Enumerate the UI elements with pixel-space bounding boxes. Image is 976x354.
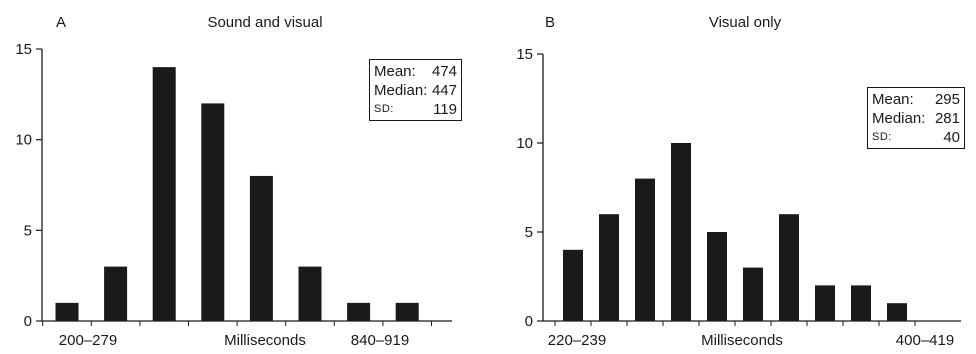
panel-b-xlabel: Milliseconds [701, 332, 783, 349]
bar [851, 285, 871, 321]
median-value: 447 [431, 82, 457, 99]
bar [707, 232, 727, 321]
bar [347, 302, 371, 321]
panel-a-letter: A [56, 14, 66, 31]
panel-a-plot: 0 5 10 15 [15, 41, 452, 330]
bar [55, 302, 79, 321]
bar [815, 285, 835, 321]
bar [249, 175, 273, 321]
panel-b-stats-box: Mean: 295 Median: 281 SD: 40 [867, 87, 965, 149]
panel-b-median-row: Median: 281 [872, 109, 960, 128]
bar [671, 143, 691, 321]
panel-b-mean-row: Mean: 295 [872, 90, 960, 109]
panel-a-xlabel: Milliseconds [224, 332, 306, 349]
median-value: 281 [934, 110, 960, 127]
bar [779, 214, 799, 321]
bar [395, 302, 419, 321]
sd-label: SD: [872, 131, 892, 143]
bar [298, 266, 322, 321]
y-tick-label: 10 [516, 135, 533, 152]
y-tick-label: 10 [15, 132, 32, 149]
panel-a-mean-row: Mean: 474 [374, 62, 457, 81]
bar [887, 303, 907, 321]
panel-a-stats-box: Mean: 474 Median: 447 SD: 119 [369, 59, 462, 121]
bar [152, 67, 176, 321]
panel-b-title: Visual only [709, 14, 782, 31]
mean-label: Mean: [374, 63, 416, 80]
bar [104, 266, 128, 321]
panel-a-median-row: Median: 447 [374, 81, 457, 100]
y-tick-label: 15 [516, 46, 533, 63]
panel-b-xtick-first: 220–239 [548, 332, 606, 349]
mean-value: 474 [431, 63, 457, 80]
mean-value: 295 [934, 91, 960, 108]
median-label: Median: [374, 82, 428, 99]
panel-a-title: Sound and visual [207, 14, 322, 31]
panel-b-letter: B [545, 14, 555, 31]
bar [201, 103, 225, 322]
sd-label: SD: [374, 103, 394, 115]
sd-value: 40 [943, 129, 960, 146]
panel-b-xtick-last: 400–419 [896, 332, 954, 349]
y-tick-label: 5 [24, 222, 32, 239]
panel-b-sd-row: SD: 40 [872, 128, 960, 147]
panel-a-sd-row: SD: 119 [374, 100, 457, 119]
panel-b-plot: 0 5 10 15 [516, 46, 961, 330]
mean-label: Mean: [872, 91, 914, 108]
y-tick-label: 5 [525, 224, 533, 241]
bar [743, 267, 763, 321]
y-tick-label: 15 [15, 41, 32, 58]
bar [635, 178, 655, 321]
panel-a-xtick-first: 200–279 [59, 332, 117, 349]
sd-value: 119 [433, 101, 457, 118]
panel-a-xtick-last: 840–919 [351, 332, 409, 349]
y-tick-label: 0 [24, 313, 32, 330]
y-tick-label: 0 [525, 313, 533, 330]
median-label: Median: [872, 110, 926, 127]
bar [599, 214, 619, 321]
bar [563, 249, 583, 321]
